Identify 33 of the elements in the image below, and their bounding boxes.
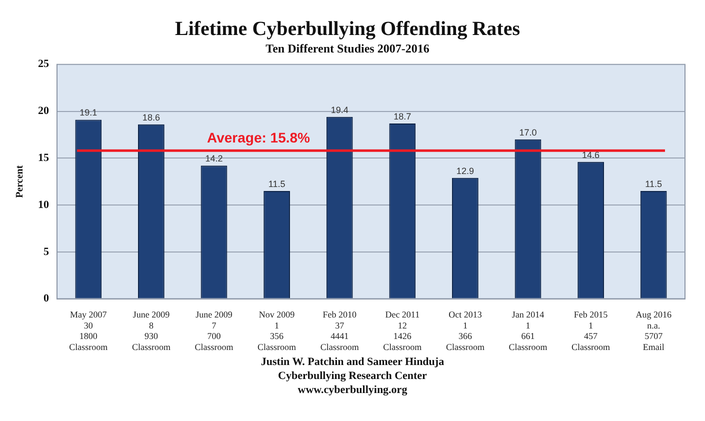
x-tick-label: Feb 2015 1 457 Classroom [572, 310, 610, 352]
x-tick-label: Jan 2014 1 661 Classroom [508, 310, 548, 352]
data-label: 19.1 [80, 108, 98, 118]
data-label: 14.6 [582, 150, 600, 160]
text: Cyberbullying Research Center [277, 369, 428, 383]
data-label: 11.5 [645, 178, 662, 189]
x-tick-label: Aug 2016 n.a. 5707 Email [636, 310, 672, 352]
y-tick-label: 10 [38, 198, 50, 211]
data-label: 14.2 [205, 154, 223, 164]
text: www.cyberbullying.org [296, 383, 408, 397]
chart-subtitle: Ten Different Studies 2007-2016 [266, 41, 430, 56]
data-label: 12.9 [456, 166, 474, 176]
ref-line-label: Average: 15.8% [207, 130, 311, 146]
x-tick-label: June 2009 7 700 Classroom [194, 310, 234, 352]
y-tick-label: 15 [38, 152, 50, 164]
text: Justin W. Patchin and Sameer Hinduja [260, 355, 446, 369]
x-tick-label: Oct 2013 1 366 Classroom [446, 310, 484, 352]
data-label: 18.6 [142, 112, 160, 122]
data-label: 11.5 [268, 178, 286, 189]
y-tick-label: 5 [44, 246, 50, 258]
y-tick-label: 0 [44, 292, 50, 305]
y-tick-label: 25 [38, 58, 50, 70]
x-tick-label: May 2007 30 1800 Classroom [69, 310, 108, 352]
data-label: 18.7 [394, 111, 412, 122]
x-tick-label: June 2009 8 930 Classroom [132, 310, 170, 352]
y-axis-title: Percent [14, 164, 26, 198]
x-tick-label: Nov 2009 1 356 Classroom [258, 310, 296, 352]
data-label: 17.0 [519, 127, 537, 138]
x-tick-label: Dec 2011 12 1426 Classroom [383, 310, 422, 352]
y-tick-label: 20 [38, 105, 50, 118]
chart-title: Lifetime Cyberbullying Offending Rates [175, 18, 520, 40]
data-label: 19.4 [330, 104, 348, 115]
x-tick-label: Feb 2010 37 4441 Classroom [320, 310, 359, 352]
